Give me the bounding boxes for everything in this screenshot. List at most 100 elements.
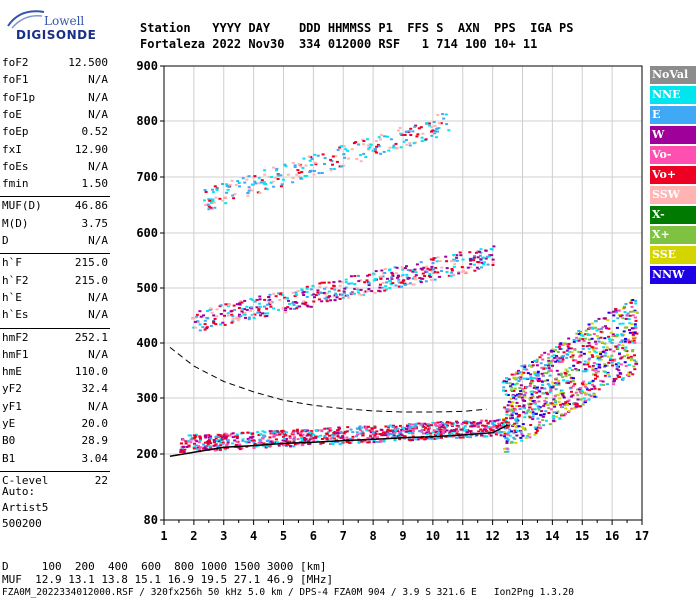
echo-dot: [497, 418, 501, 421]
echo-dot: [412, 429, 415, 432]
echo-dot: [622, 330, 626, 333]
echo-dot: [409, 423, 413, 426]
echo-dot: [514, 378, 518, 381]
header-line-1: Station YYYY DAY DDD HHMMSS P1 FFS S AXN…: [140, 21, 574, 35]
echo-dot: [320, 438, 324, 440]
echo-dot: [440, 425, 444, 428]
echo-dot: [544, 364, 547, 367]
echo-dot: [546, 383, 550, 386]
echo-dot: [301, 443, 305, 446]
echo-dot: [365, 429, 369, 432]
echo-dot: [231, 436, 235, 439]
echo-dot: [457, 435, 461, 438]
echo-dot: [508, 382, 512, 385]
param-separator: [0, 327, 110, 329]
echo-dot: [373, 436, 376, 438]
echo-dot: [593, 350, 597, 353]
echo-dot: [555, 355, 559, 358]
echo-dot: [478, 250, 481, 253]
echo-dot: [501, 389, 505, 392]
echo-dot: [608, 340, 612, 343]
echo-dot: [213, 185, 217, 188]
echo-dot: [604, 352, 608, 355]
echo-dot: [445, 260, 449, 263]
echo-dot: [531, 395, 535, 398]
echo-dot: [597, 337, 600, 340]
echo-dot: [624, 337, 627, 340]
echo-dot: [557, 383, 561, 386]
echo-dot: [628, 322, 632, 325]
echo-dot: [513, 376, 517, 379]
echo-dot: [291, 161, 295, 164]
echo-dot: [533, 408, 537, 411]
echo-dot: [615, 365, 619, 368]
echo-dot: [502, 431, 506, 434]
echo-dot: [237, 317, 241, 320]
echo-dot: [515, 422, 519, 425]
x-tick-label: 11: [456, 529, 470, 543]
echo-dot: [435, 437, 439, 440]
echo-dot: [439, 421, 443, 424]
echo-dot: [253, 175, 257, 178]
echo-dot: [325, 437, 329, 440]
echo-dot: [624, 303, 628, 305]
param-value: 12.90: [74, 142, 108, 156]
echo-dot: [490, 248, 494, 251]
echo-dot: [504, 437, 508, 440]
echo-dot: [535, 429, 539, 432]
echo-dot: [529, 377, 533, 380]
echo-dot: [368, 146, 372, 149]
echo-dot: [420, 277, 424, 280]
echo-dot: [388, 146, 392, 149]
echo-dot: [592, 333, 596, 335]
echo-dot: [469, 258, 473, 261]
echo-dot: [293, 164, 297, 167]
echo-dot: [426, 267, 430, 270]
echo-dot: [224, 436, 228, 439]
echo-dot: [552, 403, 556, 406]
echo-dot: [575, 332, 579, 335]
echo-dot: [341, 281, 345, 284]
echo-dot: [605, 349, 608, 352]
echo-dot: [239, 300, 242, 303]
echo-dot: [508, 409, 512, 412]
echo-dot: [206, 204, 210, 207]
echo-dot: [565, 349, 569, 352]
echo-dot: [562, 351, 566, 354]
echo-dot: [224, 448, 228, 451]
echo-dot: [583, 385, 587, 388]
echo-dot: [484, 426, 487, 429]
echo-dot: [310, 164, 313, 166]
echo-dot: [401, 274, 405, 276]
echo-dot: [506, 422, 510, 425]
echo-dot: [233, 308, 237, 311]
echo-dot: [286, 440, 290, 443]
echo-dot: [430, 126, 434, 128]
echo-dot: [336, 440, 340, 443]
echo-dot: [421, 132, 425, 135]
echo-dot: [338, 280, 342, 283]
echo-dot: [365, 279, 369, 282]
echo-dot: [338, 427, 341, 430]
echo-dot: [549, 408, 553, 411]
echo-dot: [631, 349, 635, 351]
echo-dot: [204, 191, 208, 193]
station-header: Station YYYY DAY DDD HHMMSS P1 FFS S AXN…: [140, 20, 573, 52]
echo-dot: [610, 354, 614, 357]
echo-dot: [457, 271, 461, 273]
echo-dot: [581, 370, 585, 373]
echo-dot: [576, 398, 580, 401]
echo-dot: [440, 266, 444, 269]
echo-dot: [461, 436, 465, 439]
echo-dot: [511, 424, 515, 426]
echo-dot: [597, 355, 601, 358]
param-value: 215.0: [74, 273, 108, 287]
echo-dot: [208, 438, 211, 441]
echo-dot: [281, 307, 285, 310]
echo-dot: [503, 450, 507, 453]
echo-dot: [550, 355, 554, 358]
echo-dot: [566, 370, 569, 373]
echo-dot: [378, 290, 382, 293]
echo-dot: [463, 425, 467, 428]
echo-dot: [212, 320, 216, 323]
